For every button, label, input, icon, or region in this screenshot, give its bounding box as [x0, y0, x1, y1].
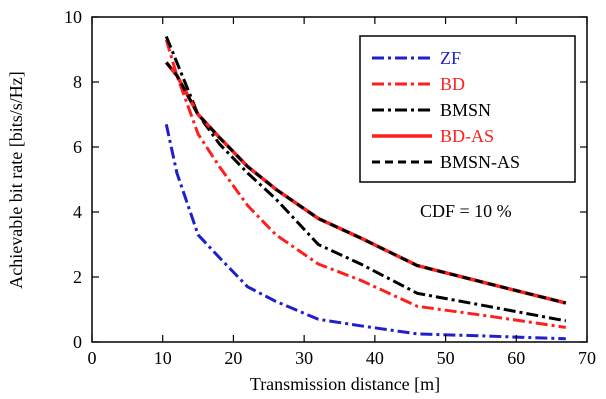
y-tick-label: 4: [73, 202, 82, 222]
cdf-annotation: CDF = 10 %: [420, 201, 512, 221]
x-tick-label: 30: [295, 348, 313, 368]
x-tick-label: 50: [437, 348, 455, 368]
legend-label-bd: BD: [440, 74, 465, 94]
legend-label-bd-as: BD-AS: [440, 126, 494, 146]
y-axis-title: Achievable bit rate [bits/s/Hz]: [6, 71, 26, 288]
legend-label-zf: ZF: [440, 48, 461, 68]
legend: ZF BD BMSN BD-AS BMSN-AS: [359, 35, 576, 183]
legend-label-bmsn-as: BMSN-AS: [440, 152, 520, 172]
x-tick-label: 0: [88, 348, 97, 368]
x-tick-label: 10: [154, 348, 172, 368]
series-lines: [164, 35, 567, 341]
y-tick-label: 0: [73, 332, 82, 352]
y-tick-label: 10: [64, 7, 82, 27]
x-tick-label: 70: [578, 348, 596, 368]
plot-area: [91, 16, 588, 343]
x-tick-label: 60: [507, 348, 525, 368]
x-axis-title: Transmission distance [m]: [250, 374, 440, 394]
series-line-zf: [164, 123, 566, 341]
tick-labels: 0 10 20 30 40 50 60 70 0 2 4 6 8 10: [64, 7, 596, 368]
legend-label-bmsn: BMSN: [440, 100, 491, 120]
y-tick-label: 2: [73, 267, 82, 287]
y-tick-label: 8: [73, 72, 82, 92]
series-line-bmsn: [164, 35, 567, 323]
x-tick-label: 20: [224, 348, 242, 368]
plot-frame: [91, 16, 588, 343]
series-line-bmsn-as: [165, 61, 567, 305]
axis-ticks: [91, 16, 588, 343]
x-tick-label: 40: [366, 348, 384, 368]
series-line-bd: [164, 39, 567, 329]
y-tick-label: 6: [73, 137, 82, 157]
